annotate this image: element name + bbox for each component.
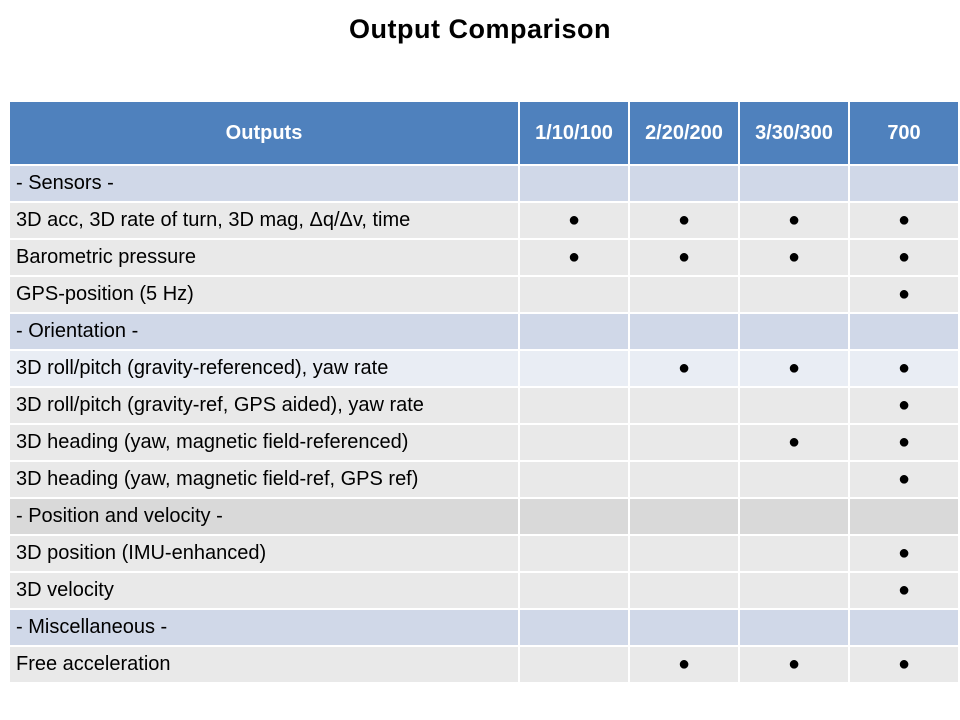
support-cell: [628, 386, 740, 425]
row-label: Barometric pressure: [8, 238, 520, 277]
support-cell: ●: [848, 460, 960, 499]
table-body: - Sensors -3D acc, 3D rate of turn, 3D m…: [8, 164, 960, 684]
row-label: 3D heading (yaw, magnetic field-ref, GPS…: [8, 460, 520, 499]
support-cell: [628, 164, 740, 203]
support-cell: ●: [628, 645, 740, 684]
support-cell: [848, 164, 960, 203]
page-title: Output Comparison: [349, 14, 611, 44]
row-label: 3D roll/pitch (gravity-referenced), yaw …: [8, 349, 520, 388]
section-row: - Miscellaneous -: [8, 608, 960, 647]
row-label: 3D heading (yaw, magnetic field-referenc…: [8, 423, 520, 462]
table-row: 3D acc, 3D rate of turn, 3D mag, Δq/Δv, …: [8, 201, 960, 240]
support-cell: ●: [738, 423, 850, 462]
column-header-1-10-100: 1/10/100: [518, 100, 630, 166]
support-cell: ●: [628, 201, 740, 240]
row-label: - Sensors -: [8, 164, 520, 203]
support-cell: ●: [848, 423, 960, 462]
column-header-700: 700: [848, 100, 960, 166]
row-label: Free acceleration: [8, 645, 520, 684]
support-cell: [518, 386, 630, 425]
support-cell: [518, 645, 630, 684]
support-cell: [848, 497, 960, 536]
support-cell: ●: [518, 201, 630, 240]
table-row: Barometric pressure ● ● ● ●: [8, 238, 960, 277]
support-cell: [628, 275, 740, 314]
support-cell: [628, 497, 740, 536]
support-cell: ●: [848, 275, 960, 314]
table-header-row: Outputs 1/10/100 2/20/200 3/30/300 700: [8, 100, 960, 166]
support-cell: ●: [848, 645, 960, 684]
support-cell: [738, 164, 850, 203]
section-row: - Orientation -: [8, 312, 960, 351]
support-cell: ●: [738, 645, 850, 684]
output-comparison-table: Outputs 1/10/100 2/20/200 3/30/300 700 -…: [8, 100, 960, 684]
support-cell: [628, 534, 740, 573]
support-cell: [518, 608, 630, 647]
support-cell: [518, 275, 630, 314]
support-cell: [518, 460, 630, 499]
column-header-3-30-300: 3/30/300: [738, 100, 850, 166]
support-cell: ●: [738, 349, 850, 388]
row-label: 3D velocity: [8, 571, 520, 610]
table-row: 3D roll/pitch (gravity-referenced), yaw …: [8, 349, 960, 388]
table-row: 3D roll/pitch (gravity-ref, GPS aided), …: [8, 386, 960, 425]
table-row: 3D position (IMU-enhanced) ●: [8, 534, 960, 573]
section-row: - Sensors -: [8, 164, 960, 203]
support-cell: [738, 386, 850, 425]
support-cell: ●: [628, 349, 740, 388]
support-cell: [628, 571, 740, 610]
support-cell: [518, 164, 630, 203]
row-label: 3D acc, 3D rate of turn, 3D mag, Δq/Δv, …: [8, 201, 520, 240]
support-cell: [848, 608, 960, 647]
row-label: - Position and velocity -: [8, 497, 520, 536]
support-cell: [738, 312, 850, 351]
support-cell: ●: [848, 534, 960, 573]
table-row: 3D heading (yaw, magnetic field-ref, GPS…: [8, 460, 960, 499]
support-cell: [738, 534, 850, 573]
support-cell: ●: [848, 386, 960, 425]
support-cell: [518, 349, 630, 388]
table-row: 3D velocity ●: [8, 571, 960, 610]
support-cell: [848, 312, 960, 351]
row-label: - Orientation -: [8, 312, 520, 351]
support-cell: [738, 571, 850, 610]
support-cell: ●: [848, 201, 960, 240]
support-cell: ●: [848, 571, 960, 610]
support-cell: [738, 497, 850, 536]
support-cell: [628, 312, 740, 351]
support-cell: [738, 275, 850, 314]
row-label: 3D roll/pitch (gravity-ref, GPS aided), …: [8, 386, 520, 425]
table-row: Free acceleration ● ● ●: [8, 645, 960, 684]
support-cell: [738, 460, 850, 499]
row-label: - Miscellaneous -: [8, 608, 520, 647]
support-cell: [518, 571, 630, 610]
row-label: 3D position (IMU-enhanced): [8, 534, 520, 573]
section-row: - Position and velocity -: [8, 497, 960, 536]
support-cell: ●: [628, 238, 740, 277]
table-row: GPS-position (5 Hz) ●: [8, 275, 960, 314]
support-cell: ●: [738, 238, 850, 277]
support-cell: [628, 608, 740, 647]
support-cell: [628, 423, 740, 462]
support-cell: ●: [848, 238, 960, 277]
support-cell: ●: [518, 238, 630, 277]
support-cell: ●: [848, 349, 960, 388]
support-cell: [738, 608, 850, 647]
column-header-2-20-200: 2/20/200: [628, 100, 740, 166]
support-cell: [518, 497, 630, 536]
row-label: GPS-position (5 Hz): [8, 275, 520, 314]
support-cell: [628, 460, 740, 499]
column-header-outputs: Outputs: [8, 100, 520, 166]
table-row: 3D heading (yaw, magnetic field-referenc…: [8, 423, 960, 462]
support-cell: [518, 534, 630, 573]
support-cell: [518, 312, 630, 351]
support-cell: ●: [738, 201, 850, 240]
support-cell: [518, 423, 630, 462]
